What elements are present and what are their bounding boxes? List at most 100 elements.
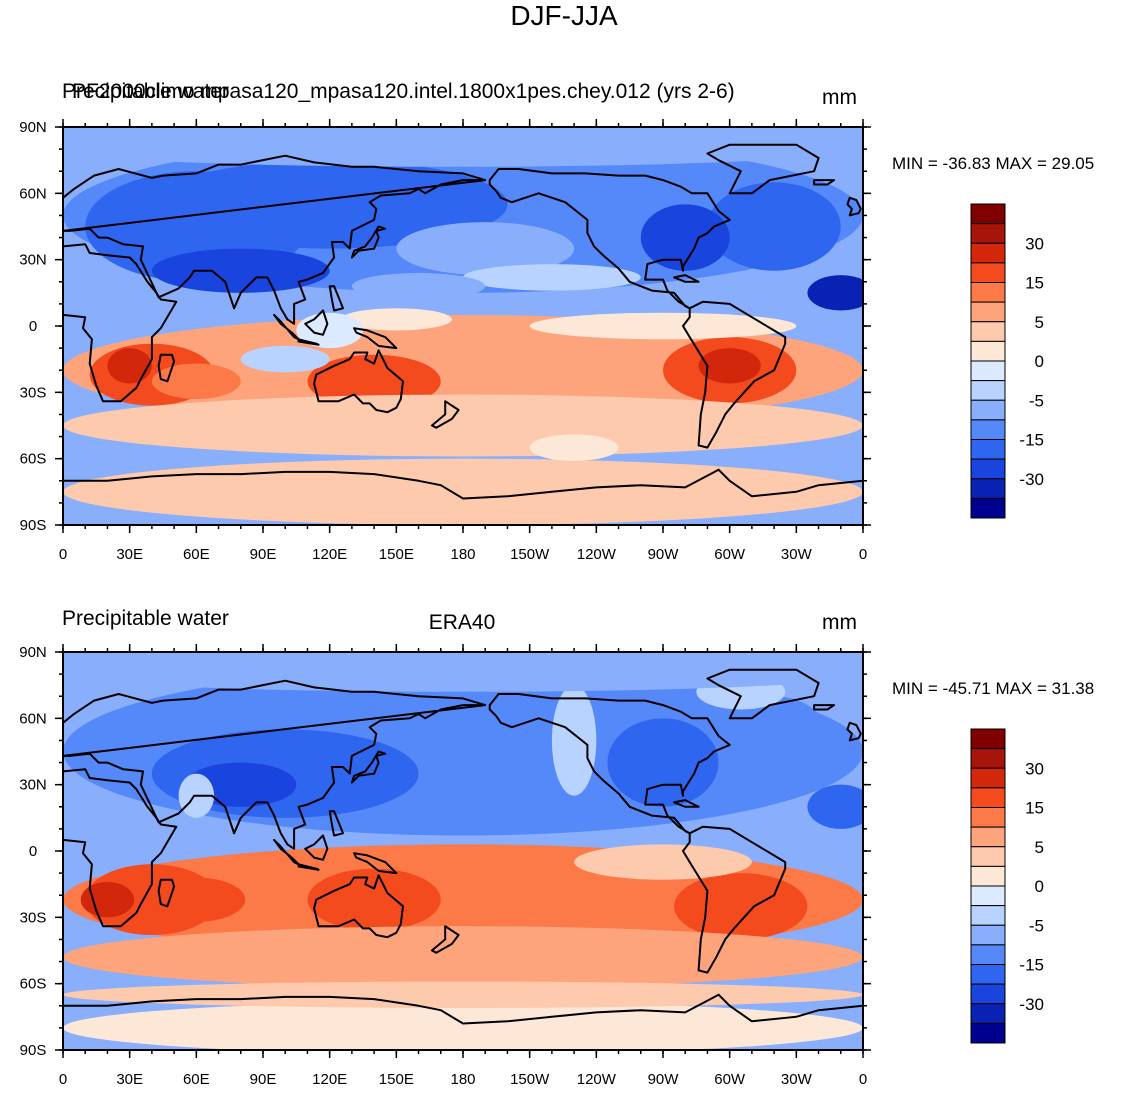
lon-label: 180 bbox=[450, 1071, 475, 1088]
lon-label: 0 bbox=[59, 1071, 67, 1088]
lon-label: 0 bbox=[859, 1071, 867, 1088]
lon-label: 120W bbox=[577, 1071, 617, 1088]
contour-region bbox=[63, 1001, 863, 1050]
colorbar-swatch bbox=[970, 321, 1006, 342]
colorbar-swatch bbox=[970, 826, 1006, 848]
lon-label: 150W bbox=[510, 546, 550, 563]
coastline bbox=[673, 799, 700, 808]
lon-label: 0 bbox=[859, 546, 867, 563]
colorbar-swatch bbox=[970, 223, 1006, 244]
contour-region bbox=[307, 354, 441, 408]
panel-left-label: Precipitable water bbox=[62, 80, 229, 103]
lat-label: 60S bbox=[20, 976, 47, 993]
coastline bbox=[63, 179, 487, 325]
lon-label: 180 bbox=[450, 546, 475, 563]
contour-region bbox=[607, 718, 719, 807]
contour-region bbox=[463, 264, 641, 291]
coastline bbox=[430, 925, 460, 954]
lat-label: 30S bbox=[20, 909, 47, 926]
coastline bbox=[813, 179, 836, 186]
colorbar-swatch bbox=[970, 1022, 1006, 1044]
coastlines bbox=[63, 143, 863, 500]
lat-label: 90N bbox=[19, 119, 47, 136]
lat-label: 60N bbox=[19, 185, 47, 202]
coastline bbox=[328, 810, 344, 837]
coastline bbox=[328, 285, 344, 312]
coastline bbox=[63, 704, 487, 850]
colorbar-swatch bbox=[970, 787, 1006, 808]
coastline bbox=[846, 721, 862, 742]
map-panel-model: Precipitable water PF2000climo mpasa120_… bbox=[0, 0, 1128, 563]
coastline bbox=[63, 679, 486, 724]
map-panel-era40: Precipitable water ERA40 mm MIN = -45.71… bbox=[0, 525, 1128, 1088]
lon-label: 150W bbox=[510, 1071, 550, 1088]
contour-region bbox=[80, 881, 135, 918]
coastline bbox=[63, 768, 178, 928]
colorbar-label: -30 bbox=[1019, 470, 1044, 489]
contour-region bbox=[63, 314, 863, 426]
lon-label: 30E bbox=[116, 1071, 143, 1088]
colorbar-swatch bbox=[970, 439, 1006, 460]
contour-region bbox=[151, 248, 330, 293]
lat-label: 60N bbox=[19, 710, 47, 727]
coastline bbox=[63, 154, 486, 199]
coastline bbox=[63, 468, 863, 500]
coastline bbox=[313, 874, 404, 939]
lon-label: 120E bbox=[312, 546, 347, 563]
colorbar-label: 15 bbox=[1025, 274, 1044, 293]
panel-units-label: mm bbox=[822, 86, 857, 109]
colorbar-label: 15 bbox=[1025, 799, 1044, 818]
colorbar-swatch bbox=[970, 748, 1006, 769]
colorbar-swatch bbox=[970, 728, 1006, 750]
contour-region bbox=[529, 434, 619, 461]
contour-region bbox=[240, 345, 330, 373]
panel-case-label: PF2000climo mpasa120_mpasa120.intel.1800… bbox=[72, 80, 735, 103]
colorbar-swatch bbox=[970, 242, 1006, 264]
contour-region bbox=[551, 685, 597, 796]
coastline bbox=[488, 693, 731, 835]
coastline bbox=[297, 863, 320, 871]
contour-map: 90N 60N 30N 0 30S 60S 90S 0 30E 60E 90E 120E 150E 180… bbox=[19, 644, 1044, 1088]
lat-label: 30N bbox=[19, 252, 47, 269]
coastline bbox=[353, 327, 398, 350]
lon-label: 90E bbox=[250, 546, 277, 563]
coastline bbox=[430, 400, 460, 429]
axis-ticks bbox=[55, 119, 871, 533]
coastline bbox=[304, 309, 329, 336]
lon-label: 60E bbox=[183, 546, 210, 563]
contour-map: 90N 60N 30N 0 30S 60S 90S 0 30E 60E 90E 120E 150E 180… bbox=[19, 119, 1044, 563]
colorbar-label: -30 bbox=[1019, 995, 1044, 1014]
contour-region bbox=[574, 844, 752, 880]
contour-region bbox=[63, 458, 863, 525]
colorbar-swatch bbox=[970, 1003, 1006, 1024]
contour-region bbox=[63, 981, 863, 1008]
colorbar-swatch bbox=[970, 301, 1006, 323]
lon-label: 30E bbox=[116, 546, 143, 563]
colorbar-swatch bbox=[970, 807, 1006, 828]
lon-label: 90E bbox=[250, 1071, 277, 1088]
panel-units-label: mm bbox=[822, 611, 857, 634]
contour-region bbox=[807, 275, 863, 311]
lon-label: 90W bbox=[648, 546, 680, 563]
coastline bbox=[63, 993, 863, 1025]
colorbar-swatch bbox=[970, 885, 1006, 907]
coastline bbox=[350, 225, 387, 259]
coastline bbox=[297, 338, 320, 346]
lat-label: 30N bbox=[19, 777, 47, 794]
lat-label: 0 bbox=[29, 843, 37, 860]
colorbar-swatch bbox=[970, 262, 1006, 283]
coastline bbox=[682, 300, 787, 449]
colorbar-label: 0 bbox=[1035, 352, 1044, 371]
contour-region bbox=[707, 182, 841, 271]
coastline bbox=[63, 243, 178, 403]
colorbar-label: 30 bbox=[1025, 234, 1044, 253]
contour-region bbox=[698, 348, 761, 384]
contour-fills bbox=[63, 127, 863, 525]
colorbar-label: -5 bbox=[1029, 916, 1044, 935]
panel-left-label: Precipitable water bbox=[62, 607, 229, 630]
contour-region bbox=[307, 868, 441, 931]
colorbar-label: 5 bbox=[1035, 838, 1044, 857]
contour-region bbox=[529, 312, 797, 340]
minmax-label: MIN = -36.83 MAX = 29.05 bbox=[892, 154, 1095, 173]
lon-label: 60E bbox=[183, 1071, 210, 1088]
